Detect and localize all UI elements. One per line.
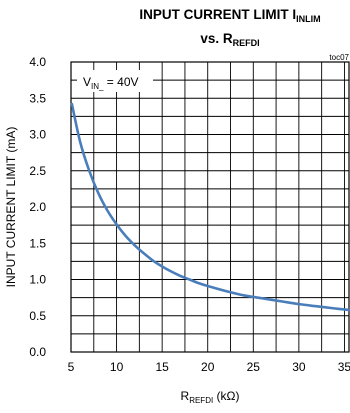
x-tick-label: 15 (155, 360, 169, 374)
grid (70, 61, 349, 353)
x-axis-label-subscript: REFDI (189, 396, 213, 405)
y-axis-label: INPUT CURRENT LIMIT (mA) (4, 127, 18, 288)
y-tick-label: 0.0 (29, 345, 46, 359)
annotation-background (77, 70, 153, 92)
x-axis-label: RREFDI (kΩ) (181, 389, 240, 405)
tick-labels: 5 10 15 20 25 30 35 0.0 0.5 1.0 1.5 2.0 2.5 3.0 3.5 4.0 (29, 55, 350, 374)
y-tick-label: 4.0 (29, 55, 46, 69)
annotation-vin-subscript: IN_ (91, 82, 104, 91)
series (70, 102, 350, 312)
chart-title-line2: vs. RREFDI (200, 31, 259, 48)
plot-frame (70, 61, 350, 353)
chart-title-line2-main: vs. R (200, 31, 233, 46)
annotation-vin-pre: V (83, 75, 91, 89)
x-tick-label: 5 (68, 360, 75, 374)
y-tick-label: 0.5 (29, 309, 46, 323)
x-tick-label: 30 (292, 360, 306, 374)
x-tick-label: 10 (110, 360, 124, 374)
x-tick-label: 35 (338, 360, 350, 374)
y-tick-label: 3.5 (29, 91, 46, 105)
x-axis-label-unit: (kΩ) (213, 389, 239, 403)
chart-title-line1: INPUT CURRENT LIMIT IINLIM (139, 7, 320, 24)
chart-title-line1-subscript: INLIM (296, 14, 321, 24)
y-tick-label: 2.5 (29, 164, 46, 178)
y-tick-label: 1.0 (29, 273, 46, 287)
chart-title-line1-main: INPUT CURRENT LIMIT I (139, 7, 296, 22)
x-axis-label-main: R (181, 389, 190, 403)
x-tick-label: 20 (201, 360, 215, 374)
series-line (70, 102, 350, 312)
annotation-vin: VIN_ = 40V (83, 75, 139, 91)
annotation-box: VIN_ = 40V (77, 70, 153, 92)
x-tick-label: 25 (247, 360, 261, 374)
figure-id-label: toc07 (329, 53, 349, 62)
y-tick-label: 3.0 (29, 128, 46, 142)
y-tick-label: 2.0 (29, 200, 46, 214)
annotation-vin-post: = 40V (103, 75, 138, 89)
chart-title-line2-subscript: REFDI (233, 38, 260, 48)
y-tick-label: 1.5 (29, 236, 46, 250)
